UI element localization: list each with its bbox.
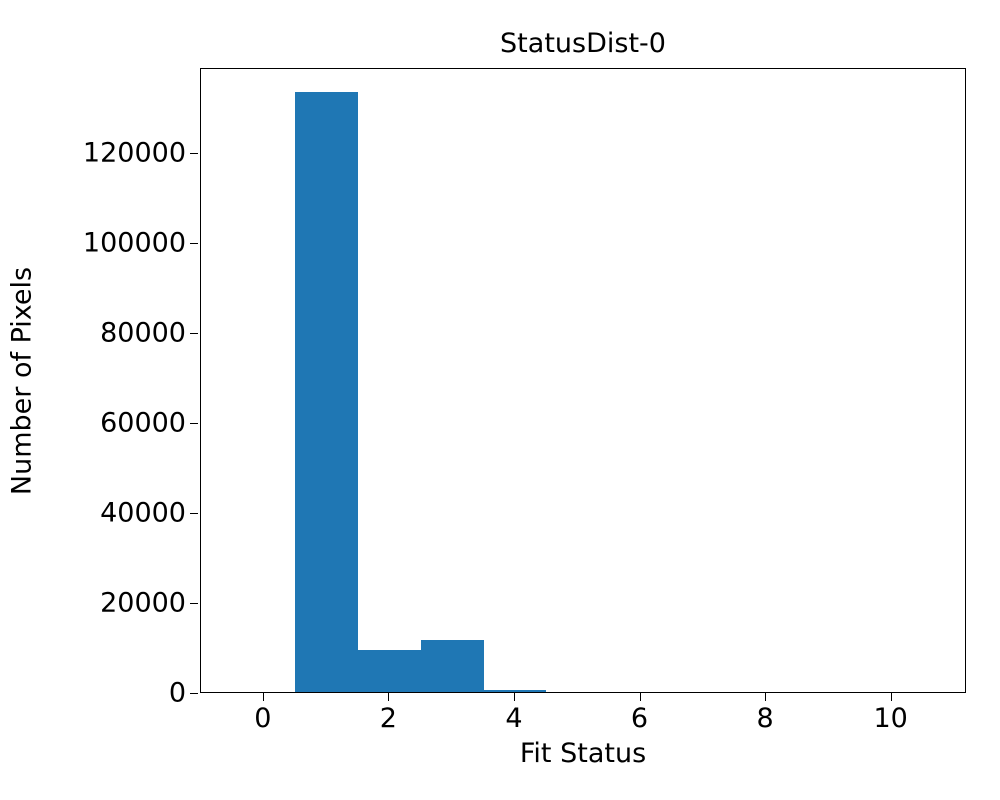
x-axis-tick-label: 8	[756, 703, 774, 734]
x-axis-tick-label: 2	[379, 703, 397, 734]
y-axis-tick-label: 80000	[100, 317, 186, 349]
x-axis-tick-marks	[200, 693, 966, 705]
y-axis-tick-label: 20000	[100, 587, 186, 619]
plot-area	[200, 68, 966, 693]
y-axis-tick-marks	[0, 68, 200, 694]
x-axis-tick-mark	[765, 693, 767, 701]
y-axis-tick-label: 60000	[100, 407, 186, 439]
y-axis-tick-label: 120000	[82, 137, 186, 169]
chart-title: StatusDist-0	[500, 28, 666, 59]
y-axis-tick-label: 0	[168, 677, 186, 709]
y-axis-tick-mark	[190, 153, 198, 155]
y-axis-tick-mark	[190, 693, 198, 694]
x-axis-tick-label: 6	[630, 703, 649, 734]
y-axis-tick-mark	[190, 333, 198, 335]
bar	[357, 649, 421, 692]
x-axis-tick-mark	[388, 693, 390, 701]
x-axis-tick-mark	[513, 693, 515, 701]
x-axis-label: Fit Status	[519, 738, 647, 769]
x-axis-tick-label: 0	[254, 703, 272, 734]
x-axis-tick-label: 4	[505, 703, 523, 734]
y-axis-tick-mark	[190, 603, 198, 605]
y-axis-tick-mark	[190, 243, 198, 245]
x-axis-tick-mark	[262, 693, 264, 701]
bar	[295, 91, 358, 692]
x-axis-tick-labels: 0 2 4 6 8 10	[200, 703, 966, 739]
x-axis-tick-mark	[639, 693, 641, 701]
y-axis-tick-label: 100000	[82, 227, 186, 259]
y-axis-tick-label: 40000	[100, 497, 186, 529]
x-axis-tick-mark	[890, 693, 892, 701]
y-axis-tick-mark	[190, 513, 198, 515]
bar	[420, 639, 484, 692]
y-axis-tick-labels: 0 20000 40000 60000 80000 100000 120000	[0, 68, 186, 707]
bar	[483, 690, 547, 692]
bars-layer	[201, 69, 965, 692]
y-axis-tick-mark	[190, 423, 198, 425]
x-axis-tick-label: 10	[873, 703, 908, 734]
